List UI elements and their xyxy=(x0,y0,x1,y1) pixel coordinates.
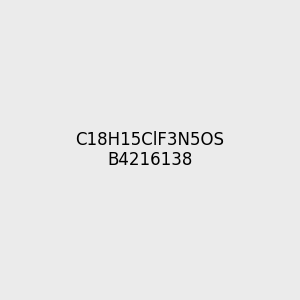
Text: C18H15ClF3N5OS
B4216138: C18H15ClF3N5OS B4216138 xyxy=(76,130,224,170)
